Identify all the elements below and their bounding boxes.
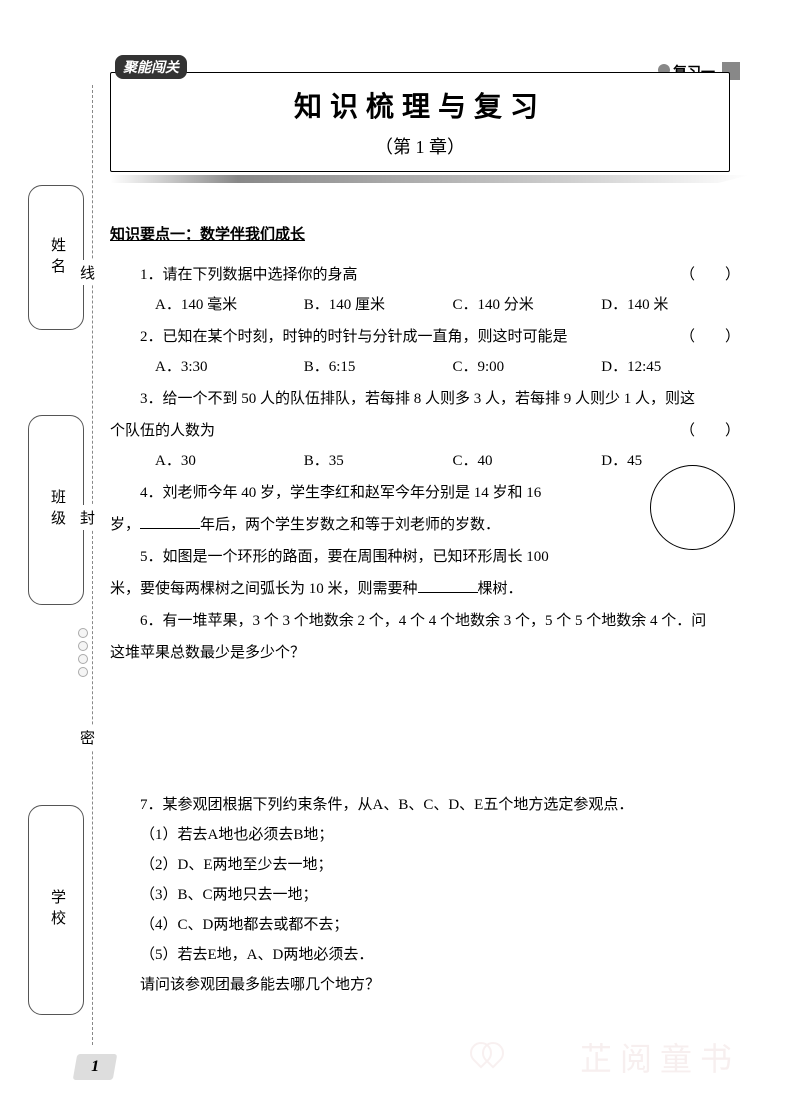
q5-text: 5．如图是一个环形的路面，要在周围种树，已知环形周长 100 bbox=[140, 549, 549, 565]
q3-options: A．30 B．35 C．40 D．45 bbox=[110, 446, 750, 476]
q1-options: A．140 毫米 B．140 厘米 C．140 分米 D．140 米 bbox=[110, 290, 750, 320]
watermark-text: 芷阅童书 bbox=[580, 1034, 740, 1080]
question-7-intro: 7．某参观团根据下列约束条件，从A、B、C、D、E五个地方选定参观点． bbox=[110, 790, 750, 820]
q4-text2b: 年后，两个学生岁数之和等于刘老师的岁数． bbox=[200, 517, 500, 533]
answer-space-6 bbox=[110, 668, 750, 788]
name-slot: 姓名 bbox=[28, 185, 84, 330]
q2-paren: （ ） bbox=[650, 322, 740, 352]
name-label: 姓名 bbox=[47, 237, 68, 279]
q7-ask: 请问该参观团最多能去哪几个地方？ bbox=[110, 970, 750, 1000]
q2-options: A．3:30 B．6:15 C．9:00 D．12:45 bbox=[110, 352, 750, 382]
connector-dots bbox=[76, 625, 90, 680]
q3-text: 3．给一个不到 50 人的队伍排队，若每排 8 人则多 3 人，若每排 9 人则… bbox=[140, 391, 695, 407]
q5-text2b: 棵树． bbox=[478, 581, 523, 597]
class-slot: 班级 bbox=[28, 415, 84, 605]
question-2: 2．已知在某个时刻，时钟的时针与分针成一直角，则这时可能是 （ ） bbox=[110, 322, 750, 352]
q4-text2a: 岁， bbox=[110, 517, 140, 533]
q4-text: 4．刘老师今年 40 岁，学生李红和赵军今年分别是 14 岁和 16 bbox=[140, 485, 541, 501]
question-5-line1: 5．如图是一个环形的路面，要在周围种树，已知环形周长 100 bbox=[110, 542, 750, 572]
q2-opt-d: D．12:45 bbox=[601, 352, 750, 382]
q1-text: 1．请在下列数据中选择你的身高 bbox=[140, 267, 358, 283]
question-6-line1: 6．有一堆苹果，3 个 3 个地数余 2 个，4 个 4 个地数余 3 个，5 … bbox=[110, 606, 750, 636]
question-6-line2: 这堆苹果总数最少是多少个？ bbox=[110, 638, 750, 668]
q5-blank bbox=[418, 578, 478, 593]
dashed-line bbox=[92, 85, 93, 1045]
q5-text2a: 米，要使每两棵树之间弧长为 10 米，则需要种 bbox=[110, 581, 418, 597]
q2-opt-a: A．3:30 bbox=[155, 352, 304, 382]
question-1: 1．请在下列数据中选择你的身高 （ ） bbox=[110, 260, 750, 290]
series-tab: 聚能闯关 bbox=[115, 55, 187, 79]
title-box: 知识梳理与复习 （第 1 章） bbox=[110, 72, 730, 172]
accent-line bbox=[110, 175, 750, 183]
content-area: 知识要点一：数学伴我们成长 1．请在下列数据中选择你的身高 （ ） A．140 … bbox=[110, 220, 750, 1000]
page-title: 知识梳理与复习 bbox=[111, 85, 729, 125]
page-content: 聚能闯关 复习一 知识梳理与复习 （第 1 章） 知识要点一：数学伴我们成长 1… bbox=[110, 60, 750, 1000]
seal-feng-char: 封 bbox=[80, 505, 95, 530]
page-subtitle: （第 1 章） bbox=[111, 133, 729, 159]
q2-opt-c: C．9:00 bbox=[453, 352, 602, 382]
q3-opt-a: A．30 bbox=[155, 446, 304, 476]
school-slot: 学校 bbox=[28, 805, 84, 1015]
q7-c1: （1）若去A地也必须去B地； bbox=[110, 820, 750, 850]
section-title-1: 知识要点一：数学伴我们成长 bbox=[110, 220, 750, 250]
header-section: 聚能闯关 复习一 知识梳理与复习 （第 1 章） bbox=[110, 60, 750, 190]
q3-opt-b: B．35 bbox=[304, 446, 453, 476]
q1-opt-a: A．140 毫米 bbox=[155, 290, 304, 320]
question-3-line2: 个队伍的人数为 （ ） bbox=[110, 416, 750, 446]
q1-opt-b: B．140 厘米 bbox=[304, 290, 453, 320]
q3-opt-c: C．40 bbox=[453, 446, 602, 476]
answer-sidebar: 姓名 线 班级 封 密 学校 bbox=[18, 85, 93, 1045]
q1-opt-d: D．140 米 bbox=[601, 290, 750, 320]
page-number: 1 bbox=[73, 1054, 118, 1080]
class-label: 班级 bbox=[47, 489, 68, 531]
q7-c4: （4）C、D两地都去或都不去； bbox=[110, 910, 750, 940]
q3-text2: 个队伍的人数为 bbox=[110, 423, 215, 439]
q7-c3: （3）B、C两地只去一地； bbox=[110, 880, 750, 910]
q6-text2: 这堆苹果总数最少是多少个？ bbox=[110, 645, 305, 661]
question-3-line1: 3．给一个不到 50 人的队伍排队，若每排 8 人则多 3 人，若每排 9 人则… bbox=[110, 384, 750, 414]
seal-line-char: 线 bbox=[80, 260, 95, 285]
q1-paren: （ ） bbox=[650, 260, 740, 290]
watermark-icon bbox=[470, 1042, 500, 1072]
q2-opt-b: B．6:15 bbox=[304, 352, 453, 382]
school-label: 学校 bbox=[47, 889, 68, 931]
q3-paren: （ ） bbox=[680, 416, 740, 446]
ring-figure bbox=[650, 465, 735, 550]
q2-text: 2．已知在某个时刻，时钟的时针与分针成一直角，则这时可能是 bbox=[140, 329, 568, 345]
q1-opt-c: C．140 分米 bbox=[453, 290, 602, 320]
q7-intro: 7．某参观团根据下列约束条件，从A、B、C、D、E五个地方选定参观点． bbox=[140, 797, 633, 813]
q4-blank bbox=[140, 514, 200, 529]
seal-mi-char: 密 bbox=[80, 725, 95, 750]
q7-c2: （2）D、E两地至少去一地； bbox=[110, 850, 750, 880]
q6-text: 6．有一堆苹果，3 个 3 个地数余 2 个，4 个 4 个地数余 3 个，5 … bbox=[140, 613, 706, 629]
question-5-line2: 米，要使每两棵树之间弧长为 10 米，则需要种 棵树． bbox=[110, 574, 750, 604]
q7-c5: （5）若去E地，A、D两地必须去． bbox=[110, 940, 750, 970]
